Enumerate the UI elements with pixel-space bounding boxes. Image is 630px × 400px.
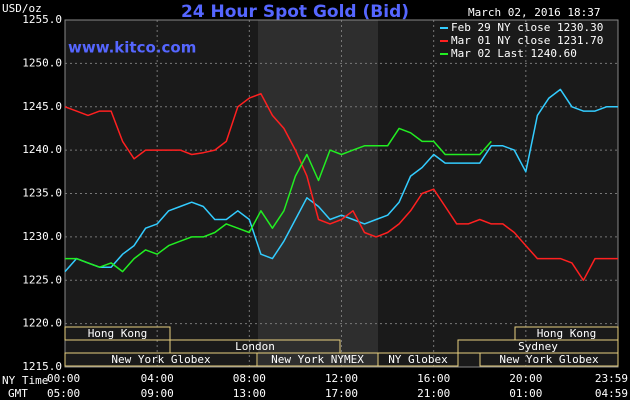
x2-tick-label: 21:00 (417, 387, 450, 400)
session-label: New York Globex (499, 353, 599, 366)
plot-border (64, 19, 619, 368)
subtitle: www.kitco.com (68, 39, 196, 57)
x2-tick-label: 01:00 (509, 387, 542, 400)
session-label: Hong Kong (88, 327, 148, 340)
session-label: New York Globex (111, 353, 211, 366)
session-label: New York NYMEX (271, 353, 364, 366)
y-tick-label: 1245.0 (22, 100, 62, 113)
x2-axis-label: GMT (8, 387, 28, 400)
legend-label: Mar 01 NY close 1231.70 (451, 34, 603, 47)
y-tick-label: 1215.0 (22, 360, 62, 373)
session-box (377, 352, 459, 367)
x-tick-label: 20:00 (509, 372, 542, 385)
x-tick-label: 08:00 (233, 372, 266, 385)
x-tick-label: 12:00 (325, 372, 358, 385)
x-tick-label: 04:00 (141, 372, 174, 385)
y-tick-label: 1255.0 (22, 13, 62, 26)
session-box (514, 326, 619, 341)
x-tick-label: 16:00 (417, 372, 450, 385)
x-axis-label: NY Time (2, 374, 48, 387)
x-tick-label: 23:59 (595, 372, 628, 385)
session-label: London (235, 340, 275, 353)
series-line (65, 127, 492, 273)
series-line (64, 88, 618, 273)
y-tick-label: 1220.0 (22, 317, 62, 330)
nymex-session-band (258, 20, 378, 367)
session-label: NY Globex (388, 353, 448, 366)
session-box (64, 326, 171, 341)
x-tick-label: 00:00 (47, 372, 80, 385)
y-axis-label: USD/oz (2, 2, 42, 15)
y-tick-label: 1250.0 (22, 56, 62, 69)
timestamp: March 02, 2016 18:37 (468, 6, 600, 19)
y-tick-label: 1230.0 (22, 230, 62, 243)
legend-label: Feb 29 NY close 1230.30 (451, 21, 603, 34)
chart-title: 24 Hour Spot Gold (Bid) (181, 2, 409, 22)
x2-tick-label: 04:59 (595, 387, 628, 400)
y-tick-label: 1225.0 (22, 273, 62, 286)
series-line (64, 92, 618, 282)
x2-tick-label: 05:00 (47, 387, 80, 400)
x2-tick-label: 09:00 (141, 387, 174, 400)
y-tick-label: 1240.0 (22, 143, 62, 156)
session-box (479, 352, 619, 367)
x2-tick-label: 13:00 (233, 387, 266, 400)
legend-label: Mar 02 Last 1240.60 (451, 47, 577, 60)
x2-tick-label: 17:00 (325, 387, 358, 400)
y-tick-label: 1235.0 (22, 187, 62, 200)
session-label: Sydney (518, 340, 558, 353)
sessions: Hong Kong London New York Globex New York N… (64, 326, 619, 367)
session-label: Hong Kong (537, 327, 597, 340)
